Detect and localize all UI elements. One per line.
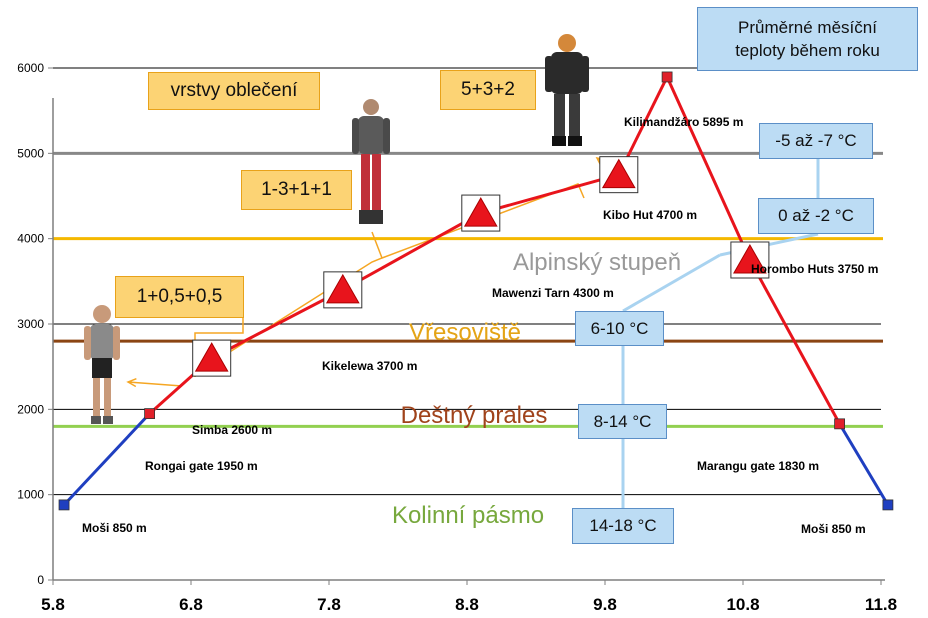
route-marker-square — [882, 499, 894, 511]
route-marker-square — [58, 499, 70, 511]
clothing-title-box: vrstvy oblečení — [148, 72, 320, 110]
hiker-figure-heavy — [545, 34, 589, 146]
x-tick-label: 10.8 — [726, 595, 759, 614]
zone-label: Alpinský stupeň — [513, 249, 681, 276]
point-label: Kilimandžáro 5895 m — [624, 115, 743, 129]
tent-icon — [463, 197, 498, 227]
temperature-connector — [622, 253, 721, 313]
x-tick-label: 8.8 — [455, 595, 479, 614]
y-tick-label: 2000 — [17, 402, 44, 416]
zone-lines — [53, 151, 883, 428]
route-segment — [748, 259, 841, 425]
point-labels: Moši 850 m Rongai gate 1950 m Simba 2600 m… — [82, 115, 878, 536]
x-tick-label: 11.8 — [865, 595, 897, 614]
route-segment — [480, 173, 620, 215]
clothing-bracket-tick — [371, 231, 383, 259]
y-tick-label: 1000 — [17, 488, 44, 502]
clothing-arrow-low — [127, 381, 183, 387]
zone-label: Deštný prales — [401, 402, 548, 429]
temperature-zone-5: -5 až -7 °C — [759, 123, 873, 159]
route-marker-square — [144, 408, 156, 420]
point-label: Horombo Huts 3750 m — [751, 262, 878, 276]
hiker-figure-medium — [352, 99, 390, 224]
temperature-legend-box: Průměrné měsíční teploty během roku — [697, 7, 918, 71]
tent-icon — [325, 273, 360, 304]
route-marker-square — [834, 418, 845, 430]
zone-labels: Kolinní pásmo Deštný prales Vřesoviště Alpi… — [392, 249, 681, 529]
x-tick-label: 9.8 — [593, 595, 617, 614]
y-tick-label: 0 — [37, 573, 44, 587]
route-segment — [342, 211, 482, 292]
temperature-zone-3: 6-10 °C — [575, 311, 664, 346]
clothing-layer-high: 5+3+2 — [440, 70, 536, 110]
y-tick-label: 3000 — [17, 317, 44, 331]
clothing-layer-mid: 1-3+1+1 — [241, 170, 352, 210]
y-tick-label: 6000 — [17, 61, 44, 75]
x-tick-label: 7.8 — [317, 595, 341, 614]
point-label: Kibo Hut 4700 m — [603, 208, 697, 222]
temperature-zone-4: 0 až -2 °C — [758, 198, 874, 234]
route-segment — [211, 288, 344, 360]
y-tick-label: 4000 — [17, 232, 44, 246]
clothing-layer-low: 1+0,5+0,5 — [115, 276, 244, 318]
route-markers — [58, 71, 894, 511]
x-tick-label: 5.8 — [41, 595, 65, 614]
tent-icon — [194, 342, 229, 372]
zone-label: Kolinní pásmo — [392, 502, 544, 529]
point-label: Rongai gate 1950 m — [145, 459, 258, 473]
point-label: Moši 850 m — [801, 522, 866, 536]
temperature-zone-1: 14-18 °C — [572, 508, 674, 544]
tent-icon — [733, 243, 767, 274]
zone-label: Vřesoviště — [409, 319, 521, 346]
temperature-zone-2: 8-14 °C — [578, 404, 667, 439]
point-label: Kikelewa 3700 m — [322, 359, 417, 373]
route-segment — [665, 76, 752, 261]
point-label: Mawenzi Tarn 4300 m — [492, 286, 614, 300]
route-segment — [838, 423, 890, 506]
clothing-arrow-low-head — [126, 377, 137, 388]
route-segment — [62, 412, 151, 506]
y-tick-label: 5000 — [17, 146, 44, 160]
axes: 0 1000 2000 3000 4000 5000 6000 5.8 6.8 7.8 8.8 9.8… — [17, 61, 897, 614]
x-tick-label: 6.8 — [179, 595, 203, 614]
tent-icon — [601, 158, 636, 189]
point-label: Moši 850 m — [82, 521, 147, 535]
point-label: Simba 2600 m — [192, 423, 272, 437]
hiker-figure-light — [84, 305, 120, 424]
route-marker-square — [661, 71, 673, 83]
point-label: Marangu gate 1830 m — [697, 459, 819, 473]
